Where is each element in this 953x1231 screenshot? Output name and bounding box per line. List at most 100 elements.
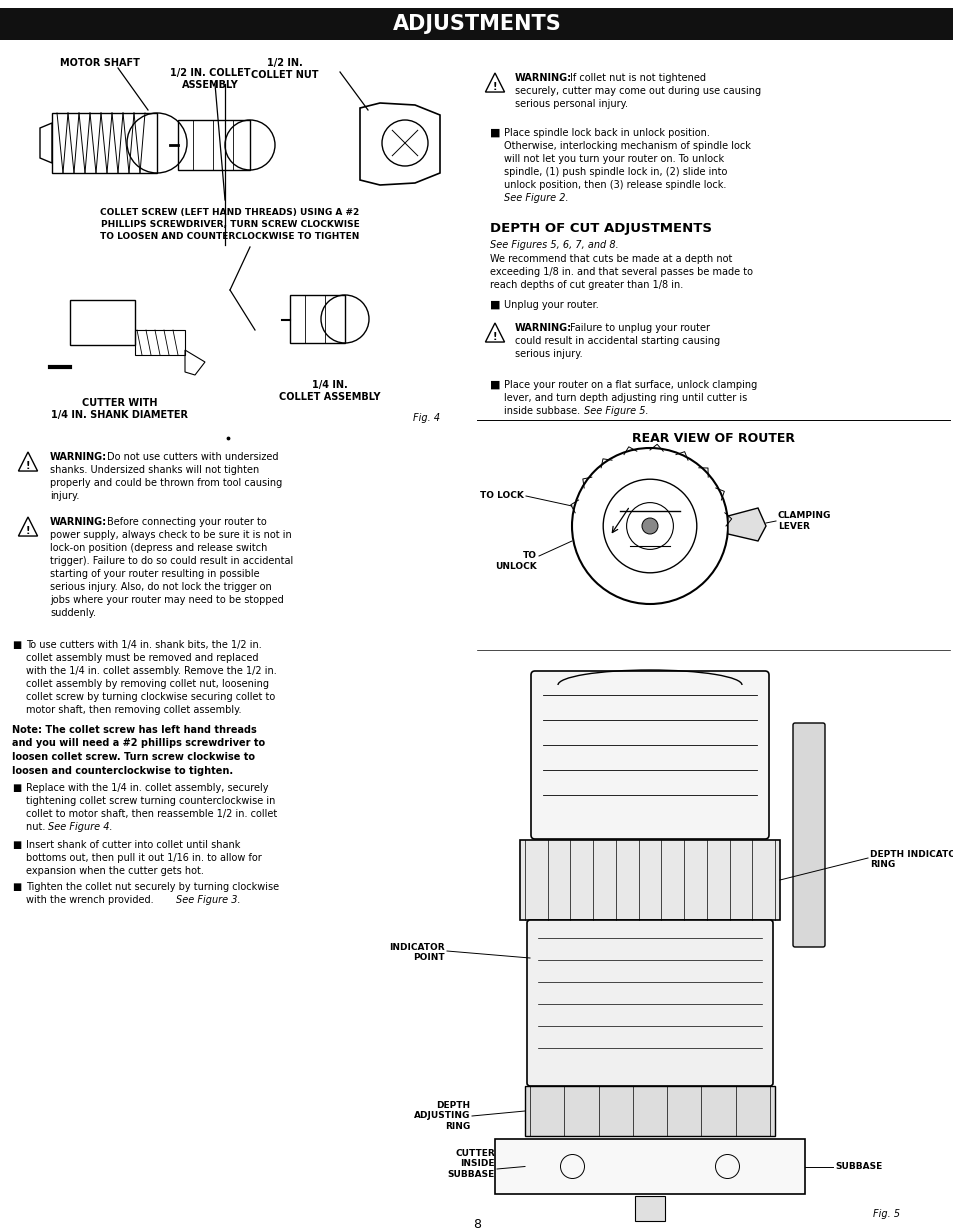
Text: Insert shank of cutter into collet until shank: Insert shank of cutter into collet until… xyxy=(26,840,240,849)
Text: suddenly.: suddenly. xyxy=(50,608,96,618)
Text: 1/2 IN. COLLET
ASSEMBLY: 1/2 IN. COLLET ASSEMBLY xyxy=(170,68,250,90)
Text: exceeding 1/8 in. and that several passes be made to: exceeding 1/8 in. and that several passe… xyxy=(490,267,752,277)
Text: and you will need a #2 phillips screwdriver to: and you will need a #2 phillips screwdri… xyxy=(12,739,265,748)
Text: Unplug your router.: Unplug your router. xyxy=(503,300,598,310)
Text: collet screw by turning clockwise securing collet to: collet screw by turning clockwise securi… xyxy=(26,692,275,702)
Text: Failure to unplug your router: Failure to unplug your router xyxy=(569,323,709,334)
Text: ■: ■ xyxy=(12,783,21,793)
Polygon shape xyxy=(18,452,37,471)
Text: Fig. 4: Fig. 4 xyxy=(413,412,439,423)
Bar xyxy=(178,119,250,170)
Text: ■: ■ xyxy=(12,881,21,892)
Text: serious personal injury.: serious personal injury. xyxy=(515,98,627,110)
Text: CUTTER
INSIDE
SUBBASE: CUTTER INSIDE SUBBASE xyxy=(447,1149,495,1179)
Polygon shape xyxy=(18,517,37,535)
Text: Tighten the collet nut securely by turning clockwise: Tighten the collet nut securely by turni… xyxy=(26,881,279,892)
Text: Replace with the 1/4 in. collet assembly, securely: Replace with the 1/4 in. collet assembly… xyxy=(26,783,268,793)
Text: See Figures 5, 6, 7, and 8.: See Figures 5, 6, 7, and 8. xyxy=(490,240,618,250)
Text: See Figure 3.: See Figure 3. xyxy=(175,895,240,905)
Text: INDICATOR
POINT: INDICATOR POINT xyxy=(389,943,444,963)
Text: jobs where your router may need to be stopped: jobs where your router may need to be st… xyxy=(50,595,283,604)
Polygon shape xyxy=(727,508,765,540)
Text: We recommend that cuts be made at a depth not: We recommend that cuts be made at a dept… xyxy=(490,254,732,263)
Text: nut.: nut. xyxy=(26,822,49,832)
Text: ■: ■ xyxy=(490,380,500,390)
Text: TO
UNLOCK: TO UNLOCK xyxy=(495,551,537,571)
Text: inside subbase.: inside subbase. xyxy=(503,406,582,416)
Text: loosen collet screw. Turn screw clockwise to: loosen collet screw. Turn screw clockwis… xyxy=(12,752,254,762)
Bar xyxy=(635,1197,664,1221)
Text: securely, cutter may come out during use causing: securely, cutter may come out during use… xyxy=(515,86,760,96)
FancyBboxPatch shape xyxy=(531,671,768,840)
Text: Place your router on a flat surface, unlock clamping: Place your router on a flat surface, unl… xyxy=(503,380,757,390)
Text: See Figure 5.: See Figure 5. xyxy=(583,406,648,416)
FancyBboxPatch shape xyxy=(792,723,824,947)
Text: !: ! xyxy=(26,527,30,537)
Text: properly and could be thrown from tool causing: properly and could be thrown from tool c… xyxy=(50,478,282,487)
Text: injury.: injury. xyxy=(50,491,79,501)
Text: 8: 8 xyxy=(473,1217,480,1231)
Text: WARNING:: WARNING: xyxy=(50,452,107,462)
Text: WARNING:: WARNING: xyxy=(515,323,572,334)
Bar xyxy=(519,840,780,920)
Text: collet assembly must be removed and replaced: collet assembly must be removed and repl… xyxy=(26,652,258,664)
Text: ■: ■ xyxy=(12,640,21,650)
Text: with the wrench provided.: with the wrench provided. xyxy=(26,895,156,905)
Text: serious injury. Also, do not lock the trigger on: serious injury. Also, do not lock the tr… xyxy=(50,582,272,592)
Text: trigger). Failure to do so could result in accidental: trigger). Failure to do so could result … xyxy=(50,556,293,566)
Text: Fig. 5: Fig. 5 xyxy=(872,1209,899,1219)
Text: reach depths of cut greater than 1/8 in.: reach depths of cut greater than 1/8 in. xyxy=(490,279,682,291)
Bar xyxy=(70,300,135,345)
Text: See Figure 4.: See Figure 4. xyxy=(48,822,112,832)
Text: !: ! xyxy=(26,462,30,471)
Text: spindle, (1) push spindle lock in, (2) slide into: spindle, (1) push spindle lock in, (2) s… xyxy=(503,167,726,177)
Text: SUBBASE: SUBBASE xyxy=(834,1162,882,1171)
FancyBboxPatch shape xyxy=(526,920,772,1086)
Text: See Figure 2.: See Figure 2. xyxy=(503,193,568,203)
Bar xyxy=(524,1086,774,1136)
Text: expansion when the cutter gets hot.: expansion when the cutter gets hot. xyxy=(26,865,204,876)
Text: CUTTER WITH
1/4 IN. SHANK DIAMETER: CUTTER WITH 1/4 IN. SHANK DIAMETER xyxy=(51,398,189,421)
Bar xyxy=(52,113,157,174)
Text: shanks. Undersized shanks will not tighten: shanks. Undersized shanks will not tight… xyxy=(50,465,259,475)
Bar xyxy=(0,7,953,39)
Text: Before connecting your router to: Before connecting your router to xyxy=(107,517,267,527)
Text: !: ! xyxy=(493,82,497,92)
Text: DEPTH INDICATOR
RING: DEPTH INDICATOR RING xyxy=(869,849,953,869)
Text: Do not use cutters with undersized: Do not use cutters with undersized xyxy=(107,452,278,462)
Text: COLLET SCREW (LEFT HAND THREADS) USING A #2
PHILLIPS SCREWDRIVER, TURN SCREW CLO: COLLET SCREW (LEFT HAND THREADS) USING A… xyxy=(100,208,359,240)
Text: bottoms out, then pull it out 1/16 in. to allow for: bottoms out, then pull it out 1/16 in. t… xyxy=(26,853,261,863)
Text: WARNING:: WARNING: xyxy=(515,73,572,82)
Text: lever, and turn depth adjusting ring until cutter is: lever, and turn depth adjusting ring unt… xyxy=(503,393,746,403)
Text: motor shaft, then removing collet assembly.: motor shaft, then removing collet assemb… xyxy=(26,705,241,715)
Text: power supply, always check to be sure it is not in: power supply, always check to be sure it… xyxy=(50,531,292,540)
Text: unlock position, then (3) release spindle lock.: unlock position, then (3) release spindl… xyxy=(503,180,725,190)
Text: 1/4 IN.
COLLET ASSEMBLY: 1/4 IN. COLLET ASSEMBLY xyxy=(279,380,380,403)
Text: could result in accidental starting causing: could result in accidental starting caus… xyxy=(515,336,720,346)
Text: 1/2 IN.
COLLET NUT: 1/2 IN. COLLET NUT xyxy=(251,58,318,80)
Text: TO LOCK: TO LOCK xyxy=(479,491,523,501)
Text: !: ! xyxy=(493,332,497,342)
Text: lock-on position (depress and release switch: lock-on position (depress and release sw… xyxy=(50,543,267,553)
Bar xyxy=(135,330,185,355)
Text: serious injury.: serious injury. xyxy=(515,350,582,359)
Text: If collet nut is not tightened: If collet nut is not tightened xyxy=(569,73,705,82)
Polygon shape xyxy=(485,323,504,342)
Text: will not let you turn your router on. To unlock: will not let you turn your router on. To… xyxy=(503,154,723,164)
Text: ■: ■ xyxy=(490,128,500,138)
Text: loosen and counterclockwise to tighten.: loosen and counterclockwise to tighten. xyxy=(12,766,233,776)
Text: DEPTH
ADJUSTING
RING: DEPTH ADJUSTING RING xyxy=(414,1101,470,1131)
Text: WARNING:: WARNING: xyxy=(50,517,107,527)
Text: Otherwise, interlocking mechanism of spindle lock: Otherwise, interlocking mechanism of spi… xyxy=(503,142,750,151)
Text: ADJUSTMENTS: ADJUSTMENTS xyxy=(393,14,560,34)
Bar xyxy=(290,295,345,343)
Text: starting of your router resulting in possible: starting of your router resulting in pos… xyxy=(50,569,259,579)
Text: To use cutters with 1/4 in. shank bits, the 1/2 in.: To use cutters with 1/4 in. shank bits, … xyxy=(26,640,261,650)
Text: ■: ■ xyxy=(12,840,21,849)
Text: collet assembly by removing collet nut, loosening: collet assembly by removing collet nut, … xyxy=(26,680,269,689)
Circle shape xyxy=(641,518,658,534)
Text: DEPTH OF CUT ADJUSTMENTS: DEPTH OF CUT ADJUSTMENTS xyxy=(490,222,711,235)
Text: MOTOR SHAFT: MOTOR SHAFT xyxy=(60,58,140,68)
Text: tightening collet screw turning counterclockwise in: tightening collet screw turning counterc… xyxy=(26,796,275,806)
Text: collet to motor shaft, then reassemble 1/2 in. collet: collet to motor shaft, then reassemble 1… xyxy=(26,809,277,819)
